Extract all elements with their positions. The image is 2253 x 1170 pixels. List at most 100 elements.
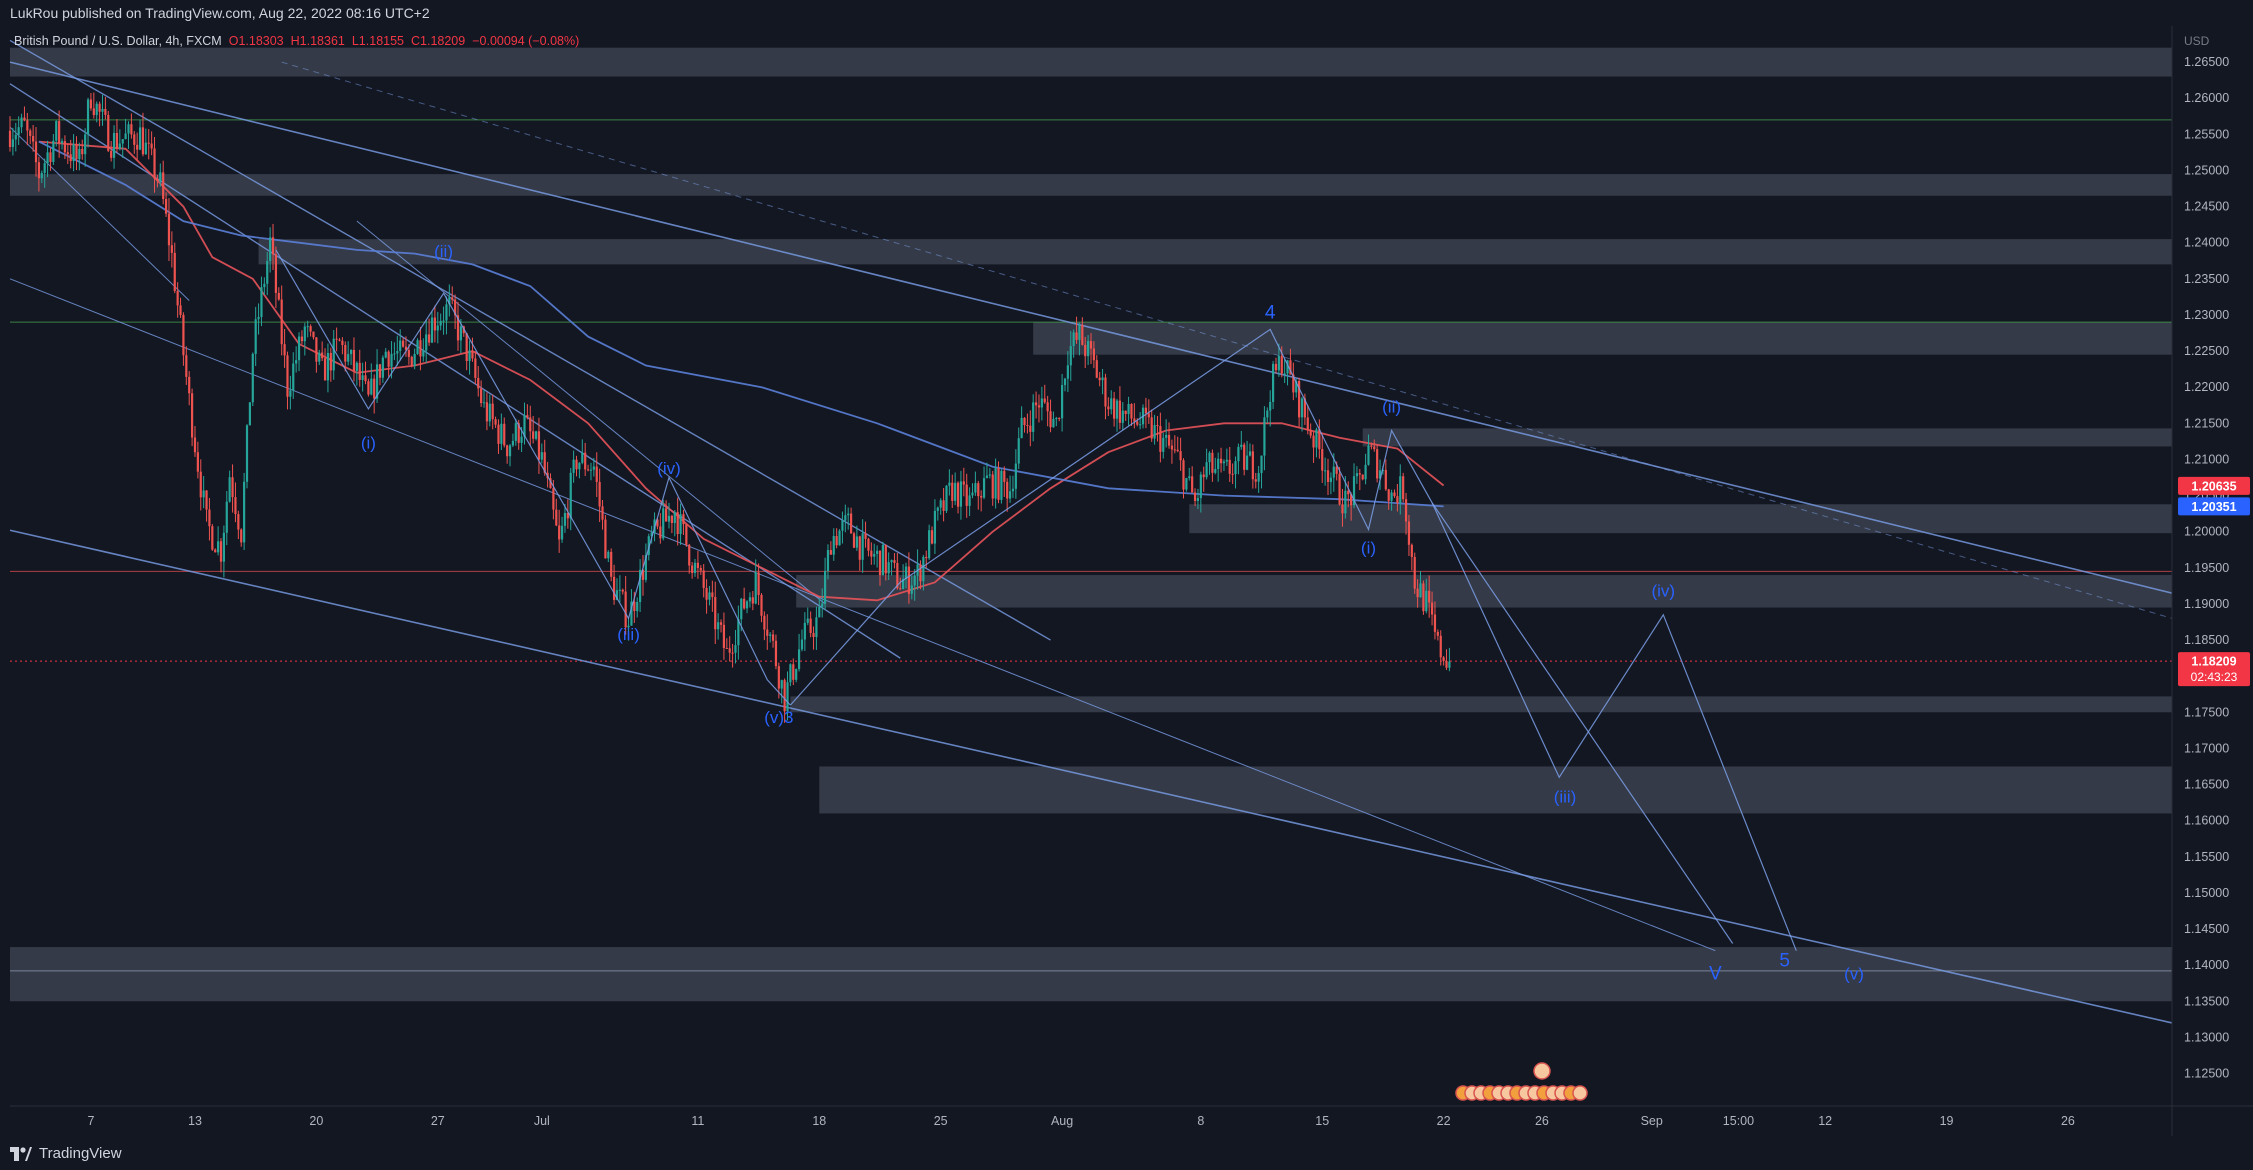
candle-body [873, 553, 876, 557]
time-axis[interactable]: 7 13 20 27 Jul 11 18 25 Aug 8 15 22 26 Sep 15:00 12 19 26 [87, 1114, 2074, 1128]
candle-body [1199, 474, 1202, 499]
candle-body [1234, 461, 1237, 475]
candle-body [688, 544, 691, 566]
candle-body [904, 566, 908, 579]
candle-body [329, 352, 332, 371]
candle-body [815, 617, 818, 638]
event-flag-icon[interactable] [1533, 1062, 1551, 1080]
candle-body [428, 334, 431, 343]
candle-body [482, 402, 486, 404]
candle-body [214, 549, 217, 553]
candle-body [1416, 588, 1419, 598]
candle-body [448, 297, 451, 305]
candle-body [303, 326, 306, 342]
candle-body [1407, 521, 1411, 545]
time-tick-label: 15 [1315, 1114, 1329, 1128]
candle-body [1373, 446, 1376, 450]
candle-body [185, 355, 188, 377]
tradingview-logo[interactable]: TradingView [10, 1145, 122, 1162]
candle-body [1404, 499, 1408, 522]
price-axis[interactable]: USD 1.26500 1.26000 1.25500 1.25000 1.24500 1.… [2184, 34, 2229, 1080]
candle-body [586, 469, 590, 471]
candle-body [1113, 398, 1116, 419]
candle-body [1159, 426, 1162, 452]
candle-body [1228, 459, 1231, 474]
publish-header: LukRou published on TradingView.com, Aug… [0, 0, 2253, 26]
candle-body [401, 340, 405, 347]
candle-body [1428, 590, 1431, 603]
candle-body [1173, 449, 1176, 451]
candle-body [1318, 429, 1321, 450]
candle-body [1364, 464, 1367, 480]
wave-label: (iv) [1651, 582, 1675, 601]
candle-body [219, 541, 223, 562]
candle-body [1263, 417, 1266, 456]
event-flag-icon[interactable] [1572, 1085, 1588, 1101]
candle-body [1196, 498, 1200, 501]
candle-body [644, 554, 647, 580]
candle-body [231, 477, 234, 498]
candle-body [1222, 461, 1226, 464]
candle-body [560, 525, 564, 540]
candle-body [1008, 491, 1012, 499]
candle-body [1344, 490, 1347, 514]
candle-body [167, 213, 171, 246]
candle-body [364, 375, 367, 382]
candle-body [361, 375, 364, 380]
candle-body [240, 529, 243, 543]
candle-body [1361, 474, 1364, 480]
trendline [9, 61, 2173, 594]
candle-body [598, 481, 601, 507]
wave-label: 4 [1265, 303, 1276, 324]
candle-body [1020, 417, 1023, 439]
candle-body [641, 569, 645, 580]
candle-body [248, 402, 252, 426]
candle-body [855, 536, 858, 548]
candle-body [1292, 374, 1295, 393]
candle-body [569, 472, 572, 519]
zone-rect [819, 766, 2172, 814]
candle-body [485, 402, 489, 422]
candle-body [1000, 470, 1003, 500]
candle-body [280, 299, 283, 345]
candle-body [8, 130, 12, 148]
candle-body [514, 423, 517, 441]
candle-body [919, 564, 922, 582]
candle-body [1104, 377, 1107, 407]
legend-close: C1.18209 [411, 34, 465, 48]
candle-body [138, 127, 142, 150]
candle-body [714, 596, 717, 630]
economic-events[interactable] [1455, 1062, 1588, 1101]
candle-body [92, 108, 95, 116]
candle-body [665, 508, 668, 522]
wave-label: (iii) [1554, 788, 1577, 807]
candle-body [124, 133, 127, 140]
candle-body [971, 492, 974, 496]
zone-rect [1189, 504, 2172, 534]
legend-low: L1.18155 [352, 34, 404, 48]
candle-body [962, 481, 965, 485]
time-tick-label: 19 [1940, 1114, 1954, 1128]
candle-body [1280, 355, 1283, 374]
candle-body [679, 514, 682, 535]
price-tick-label: 1.26000 [2184, 91, 2229, 105]
elliott-wave-labels: (ii) (i) (iv) (iii) (v)3 4 (ii) (i) (iv) (iii) V 5 (… [361, 242, 1864, 984]
candle-body [1156, 425, 1159, 427]
candle-body [636, 601, 639, 612]
trendline [9, 278, 1716, 952]
candle-body [286, 355, 289, 397]
trendline [9, 126, 190, 301]
candle-body [896, 562, 899, 589]
bar-countdown-label: 02:43:23 [2191, 670, 2238, 684]
candle-body [29, 130, 32, 136]
candle-body [358, 362, 361, 380]
candle-body [407, 350, 410, 357]
candle-body [682, 514, 685, 525]
price-tick-label: 1.25500 [2184, 127, 2229, 141]
candle-body [621, 589, 624, 592]
zone-rect [258, 239, 2172, 265]
wave-label: (v) [1844, 965, 1864, 984]
candle-body [1150, 417, 1153, 439]
candle-body [393, 353, 396, 355]
